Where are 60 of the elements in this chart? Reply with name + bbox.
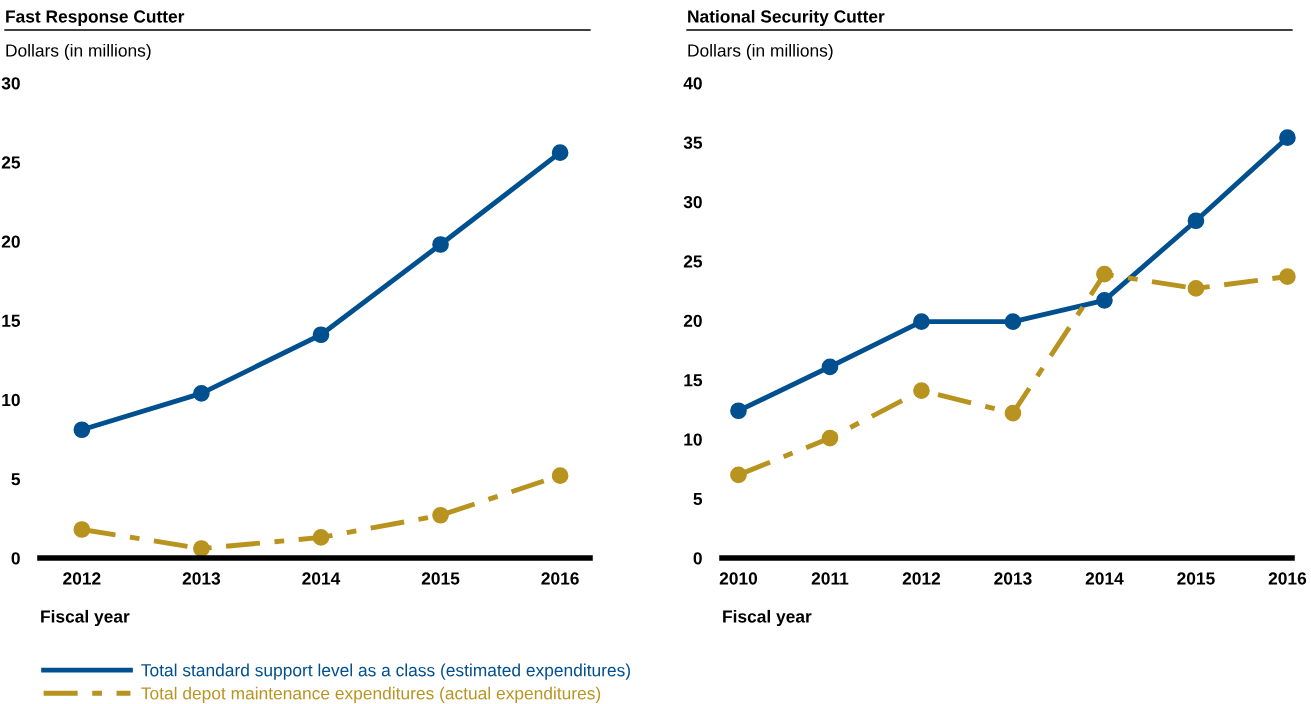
x-tick-label: 2014 xyxy=(302,572,341,585)
chart-title: Fast Response Cutter xyxy=(6,10,185,27)
point xyxy=(551,467,569,485)
x-tick-label: 2012 xyxy=(63,572,101,585)
point xyxy=(1279,129,1296,146)
x-axis-title: Fiscal year xyxy=(41,609,130,627)
point xyxy=(73,521,91,538)
point xyxy=(551,144,569,162)
y-tick-label: 20 xyxy=(683,314,702,327)
y-tick-label: 0 xyxy=(11,552,20,565)
x-tick-label: 2013 xyxy=(182,572,221,585)
point xyxy=(730,466,747,484)
x-tick-label: 2013 xyxy=(994,572,1032,585)
point xyxy=(432,236,449,253)
x-tick-label: 2015 xyxy=(1177,572,1215,585)
x-tick-label: 2015 xyxy=(421,572,460,585)
point xyxy=(1279,268,1296,285)
x-axis-title: Fiscal year xyxy=(723,609,812,627)
y-tick-label: 5 xyxy=(693,492,703,506)
point xyxy=(913,382,930,399)
x-tick-label: 2010 xyxy=(719,572,758,585)
y-tick-label: 5 xyxy=(11,473,21,486)
y-axis-title: Dollars (in millions) xyxy=(6,43,151,61)
x-tick-label: 2014 xyxy=(1085,572,1124,585)
y-tick-label: 35 xyxy=(683,136,703,149)
y-tick-label: 15 xyxy=(684,374,703,387)
y-tick-label: 10 xyxy=(2,393,20,407)
x-tick-label: 2016 xyxy=(1268,572,1307,585)
point xyxy=(1187,212,1205,230)
point xyxy=(312,326,330,344)
y-tick-label: 30 xyxy=(1,77,20,90)
point xyxy=(1187,280,1205,297)
point xyxy=(821,429,839,447)
point xyxy=(73,421,91,439)
point xyxy=(821,358,839,376)
y-tick-label: 40 xyxy=(683,77,702,90)
point xyxy=(193,384,210,402)
point xyxy=(1004,404,1022,422)
x-tick-label: 2011 xyxy=(811,572,849,585)
y-tick-label: 30 xyxy=(683,195,702,209)
y-tick-label: 25 xyxy=(683,255,703,268)
text: Total standard support level as a class (estimated expenditures) xyxy=(141,663,630,680)
point xyxy=(432,506,449,524)
point xyxy=(193,540,210,557)
point xyxy=(1004,313,1022,331)
point xyxy=(1096,291,1113,309)
point xyxy=(913,313,930,331)
text: Total depot maintenance expenditures (actual expenditures) xyxy=(141,686,601,703)
y-tick-label: 15 xyxy=(2,314,21,327)
y-tick-label: 0 xyxy=(693,552,702,565)
y-tick-label: 20 xyxy=(1,235,20,248)
point xyxy=(1096,265,1113,283)
x-tick-label: 2012 xyxy=(902,572,941,585)
y-axis-title: Dollars (in millions) xyxy=(688,43,833,61)
x-tick-label: 2016 xyxy=(541,572,579,585)
point xyxy=(730,402,747,420)
y-tick-label: 10 xyxy=(684,433,702,446)
chart-title: National Security Cutter xyxy=(688,9,885,27)
point xyxy=(312,529,330,546)
y-tick-label: 25 xyxy=(1,156,21,169)
